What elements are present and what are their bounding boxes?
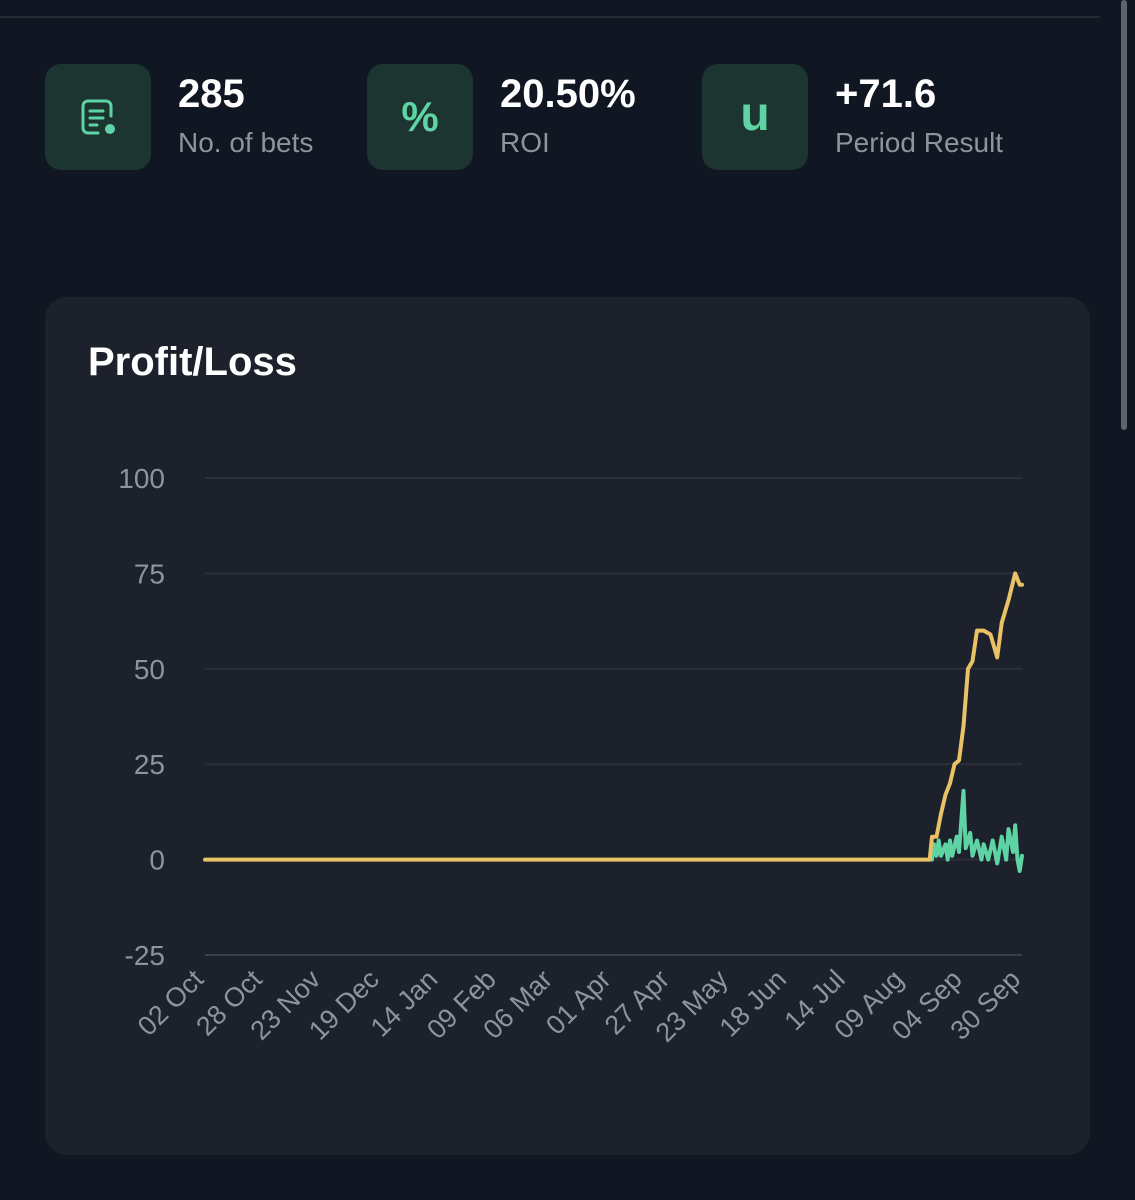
stats-row: 285 No. of bets % 20.50% ROI u +71.6 Per…	[45, 64, 1045, 170]
x-tick-label: 18 Jun	[714, 964, 793, 1043]
y-tick-label: 75	[134, 558, 165, 589]
series-line-yellow	[203, 571, 1024, 862]
y-tick-label: 25	[134, 749, 165, 780]
x-tick-label: 01 Apr	[540, 964, 616, 1040]
y-tick-label: 0	[149, 845, 165, 876]
bet-slip-icon-svg	[81, 99, 115, 135]
bet-slip-icon	[45, 64, 151, 170]
profit-loss-card: Profit/Loss 100 75 50 25 0 -25 02 Oct 28 Oct 23 …	[45, 297, 1090, 1155]
period-result-value: +71.6	[835, 72, 937, 116]
roi-label: ROI	[500, 127, 550, 158]
percent-glyph: %	[401, 93, 439, 140]
y-tick-label: 100	[118, 463, 165, 494]
chart-title: Profit/Loss	[88, 340, 297, 384]
y-tick-label: 50	[134, 654, 165, 685]
series-line-green	[930, 788, 1024, 873]
x-tick-label: 02 Oct	[132, 964, 210, 1042]
scrollbar-thumb[interactable]	[1121, 0, 1127, 430]
bets-count: 285	[178, 72, 245, 116]
period-result-label: Period Result	[835, 127, 1004, 158]
percent-icon: %	[367, 64, 473, 170]
top-divider	[0, 16, 1100, 18]
units-icon: u	[702, 64, 808, 170]
roi-value: 20.50%	[500, 72, 636, 116]
y-tick-label: -25	[125, 940, 165, 971]
units-glyph: u	[740, 88, 770, 141]
bets-label: No. of bets	[178, 127, 314, 158]
